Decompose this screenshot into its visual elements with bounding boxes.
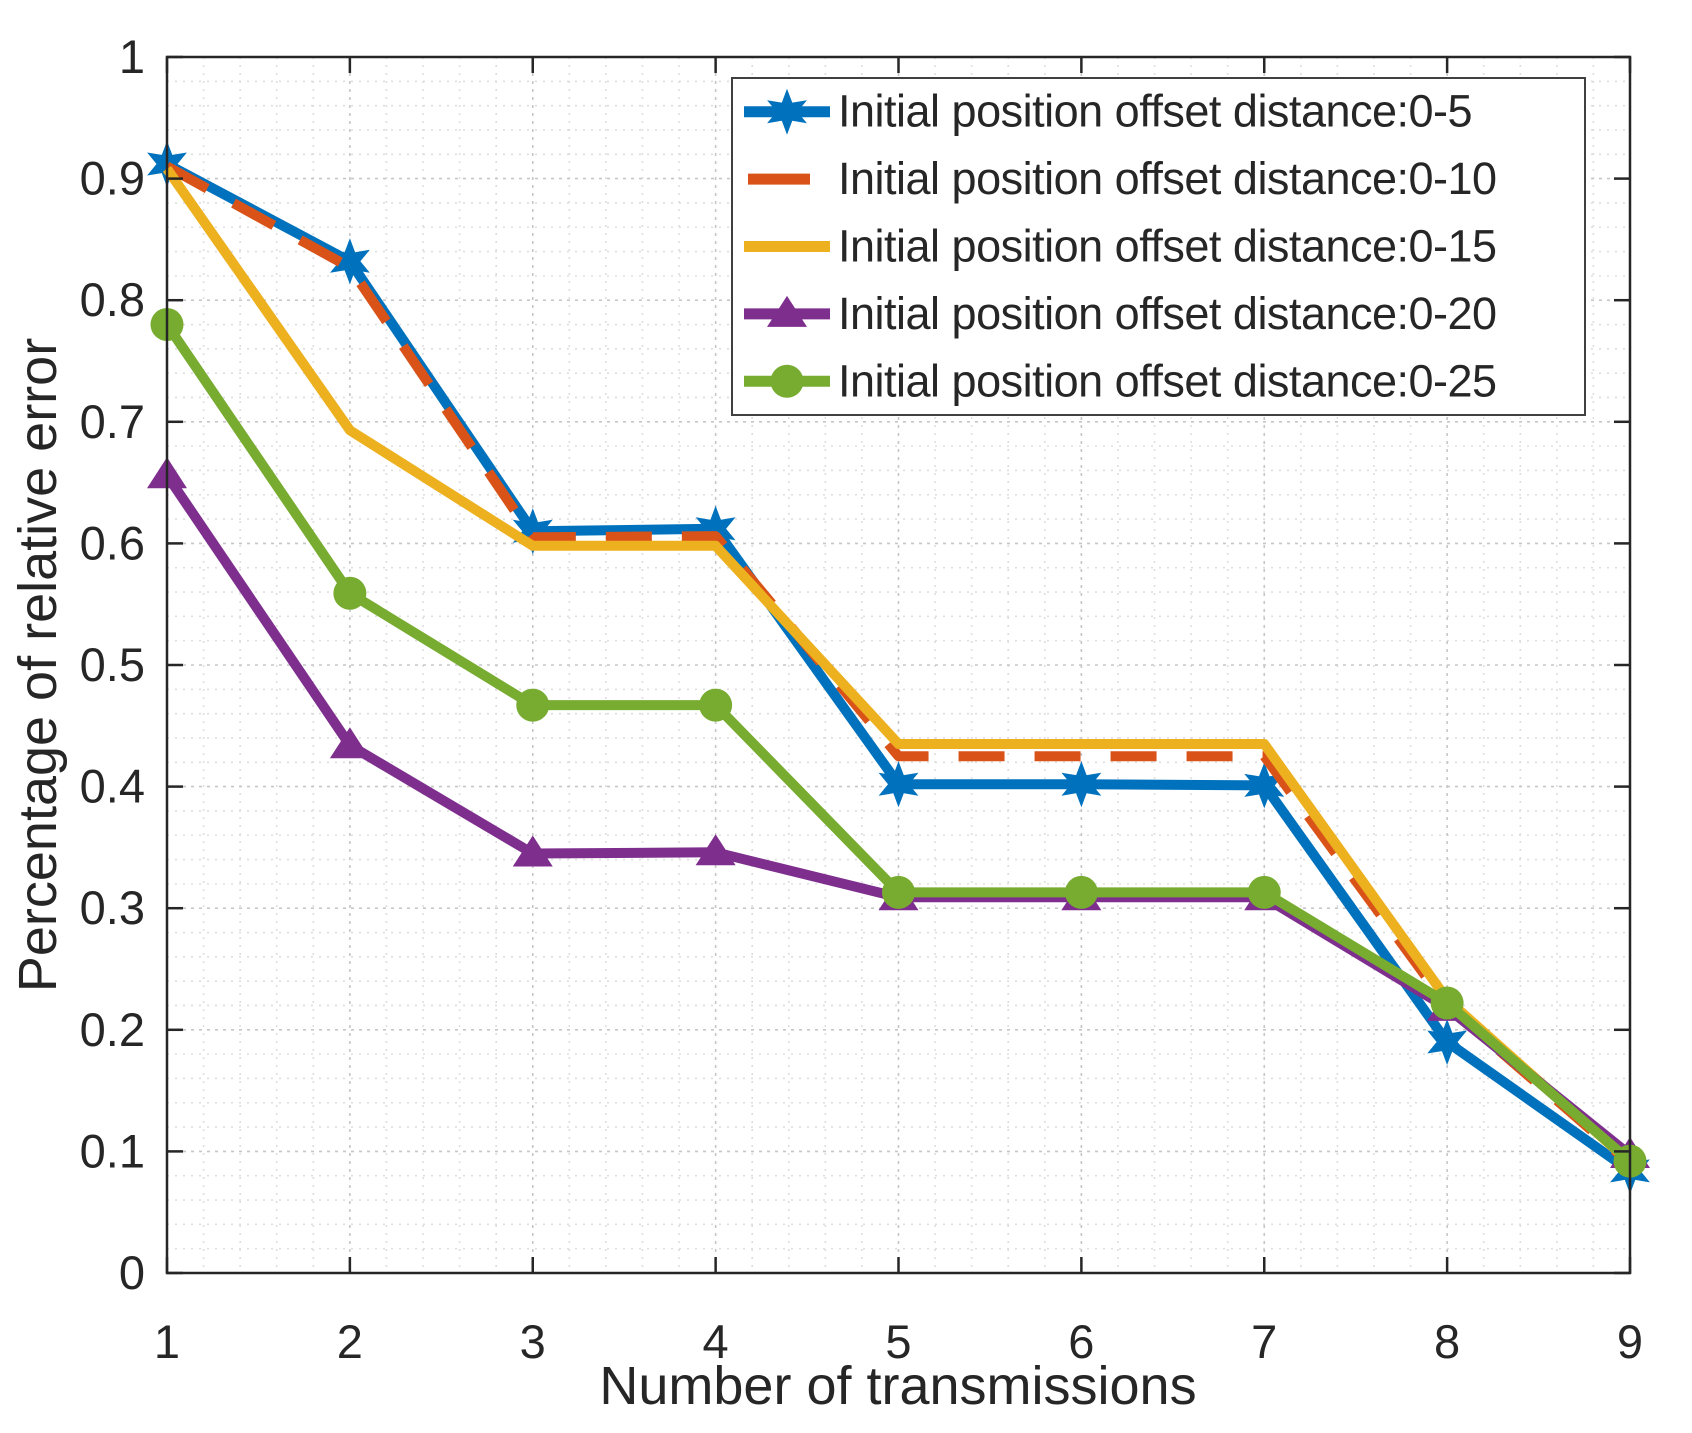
y-tick-label: 0.7 <box>80 395 145 448</box>
hexagram-marker <box>767 88 807 135</box>
hexagram-marker <box>512 508 553 555</box>
legend-item: Initial position offset distance:0-10 <box>748 153 1497 204</box>
triangle-marker <box>512 835 553 867</box>
legend-item-label: Initial position offset distance:0-10 <box>838 153 1497 204</box>
x-tick-label: 5 <box>885 1315 911 1368</box>
x-tick-label: 1 <box>154 1315 180 1368</box>
legend-item-label: Initial position offset distance:0-15 <box>838 221 1497 272</box>
legend-item: Initial position offset distance:0-20 <box>744 288 1497 339</box>
legend-item: Initial position offset distance:0-15 <box>744 221 1497 272</box>
x-tick-label: 2 <box>337 1315 363 1368</box>
y-tick-label: 0.1 <box>80 1124 145 1177</box>
x-tick-label: 6 <box>1068 1315 1094 1368</box>
legend: Initial position offset distance:0-5 Init… <box>731 77 1586 416</box>
circle-marker <box>770 364 804 398</box>
circle-marker <box>699 688 733 722</box>
series-line-2 <box>162 166 1634 1167</box>
triangle-marker <box>767 295 807 327</box>
hexagram-marker <box>330 238 370 285</box>
x-tick-label: 4 <box>703 1315 729 1368</box>
circle-marker <box>1064 875 1098 909</box>
circle-marker <box>882 875 915 909</box>
axis-layer: 1 2 3 4 5 6 7 8 9 0 0.1 0.2 0.3 0.4 0.5 0.6 0.7 0.8 0.9 1 <box>80 30 1643 1368</box>
y-tick-label: 0.2 <box>80 1003 145 1056</box>
hexagram-marker <box>1244 762 1285 809</box>
x-tick-label: 7 <box>1251 1315 1277 1368</box>
legend-item-label: Initial position offset distance:0-20 <box>838 288 1497 339</box>
series-layer <box>147 141 1650 1194</box>
hexagram-marker <box>695 505 736 552</box>
triangle-marker <box>329 727 370 759</box>
x-tick-label: 8 <box>1434 1315 1460 1368</box>
hexagram-marker <box>1061 761 1102 808</box>
x-axis-label: Number of transmissions <box>599 1356 1196 1416</box>
y-tick-label: 0.5 <box>80 638 145 691</box>
x-tick-label: 3 <box>520 1315 546 1368</box>
legend-item-label: Initial position offset distance:0-5 <box>838 86 1472 137</box>
hexagram-marker <box>1427 1019 1467 1065</box>
y-tick-label: 0.4 <box>80 760 145 813</box>
circle-marker <box>516 688 550 722</box>
legend-box <box>731 77 1586 416</box>
y-tick-label: 0.9 <box>80 152 145 205</box>
circle-marker <box>1247 875 1281 909</box>
legend-item: Initial position offset distance:0-5 <box>744 86 1473 137</box>
y-tick-label: 0.3 <box>80 881 145 934</box>
circle-marker <box>333 576 367 610</box>
y-tick-label: 0.6 <box>80 516 145 569</box>
triangle-marker <box>695 834 736 866</box>
legend-item-label: Initial position offset distance:0-25 <box>838 355 1497 406</box>
legend-item: Initial position offset distance:0-25 <box>744 355 1497 406</box>
y-tick-label: 1 <box>119 30 145 83</box>
y-tick-label: 0.8 <box>80 273 145 326</box>
y-axis-label: Percentage of relative error <box>8 338 68 992</box>
hexagram-marker <box>878 761 919 808</box>
x-tick-label: 9 <box>1617 1315 1643 1368</box>
y-tick-label: 0 <box>119 1246 145 1299</box>
series-line-1 <box>164 162 1634 1168</box>
circle-marker <box>1430 986 1464 1020</box>
